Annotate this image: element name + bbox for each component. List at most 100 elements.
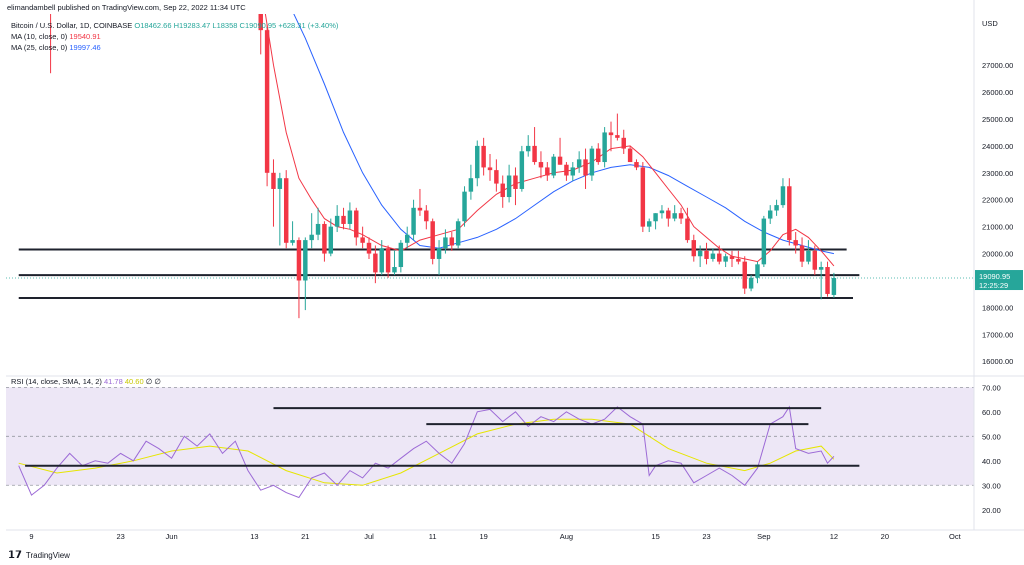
candle-body [685,218,690,241]
price-tick-label: 27000.00 [982,61,1013,70]
rsi-tick-label: 40.00 [982,457,1001,466]
time-tick-label: 20 [881,532,889,541]
candle-body [704,250,709,259]
candle-body [736,258,741,262]
candle-body [793,240,798,246]
rsi-extra: ∅ ∅ [145,377,161,386]
publisher-line: elimandambell published on TradingView.c… [7,3,246,12]
candle-body [748,277,754,289]
time-tick-label: Sep [757,532,770,541]
candle-body [621,137,626,149]
rsi-line [18,405,835,499]
candle-body [513,175,518,189]
candle-body [436,248,442,259]
time-tick-label: Oct [949,532,962,541]
candle-body [640,167,646,227]
candle-body [755,264,760,278]
time-tick-label: 12 [830,532,838,541]
candle-body [818,267,824,270]
price-tick-label: 18000.00 [982,303,1013,312]
last-price-tag [975,270,1023,291]
candle-body [468,178,474,192]
ma25-label: MA (25, close, 0) [11,43,68,52]
candle-body [666,210,671,219]
last-price-tag-value: 19090.95 [979,272,1010,281]
candle-body [538,162,544,168]
candle-body [303,240,308,281]
candle-body [258,14,263,31]
last-price-tag-timer: 12:25:29 [979,281,1008,290]
candle-body [717,253,722,262]
rsi-value: 41.78 [103,377,123,386]
candle-body [417,207,423,211]
price-tick-label: 25000.00 [982,115,1013,124]
time-tick-label: 13 [250,532,258,541]
price-tick-label: 21000.00 [982,223,1013,232]
candle-body [729,256,735,259]
change-value: +628.31 (+3.40%) [278,21,339,30]
candle-body [475,145,480,179]
candle-body [551,156,556,176]
candle-body [583,159,588,176]
ma25-line [293,14,835,255]
candle-body [710,253,716,259]
candle-body [525,145,531,152]
candle-body [659,210,665,214]
time-tick-label: 23 [116,532,124,541]
candle-body [283,178,289,243]
candle-body [385,248,391,273]
candle-body [341,215,346,224]
price-tick-label: 24000.00 [982,142,1013,151]
candle-body [608,132,614,136]
tradingview-logo-icon: 𝟭𝟳 [8,550,22,561]
candle-body [615,135,620,138]
time-tick-label: 11 [429,532,437,541]
candle-body [354,210,359,238]
candle-body [404,234,410,243]
moving-averages-layer [264,14,835,267]
candle-body [831,278,837,295]
candle-body [506,175,512,198]
close-value: C19090.95 [239,21,277,30]
candle-body [653,213,658,222]
rsi-tick-label: 50.00 [982,432,1001,441]
axes-layer: USD16000.0017000.0018000.0019000.0020000… [29,19,1023,541]
candle-body [449,237,455,246]
candle-body [519,151,525,189]
candle-body [481,145,486,168]
candle-body [532,145,537,163]
candle-body [328,226,334,254]
candle-body [767,210,773,219]
low-value: L18358 [212,21,238,30]
candle-body [691,240,697,257]
high-value: H19283.47 [173,21,211,30]
candle-body [570,167,576,176]
tradingview-brand[interactable]: 𝟭𝟳 TradingView [8,550,70,561]
price-tick-label: 26000.00 [982,88,1013,97]
rsi-band-layer [6,386,974,486]
ma10-legend[interactable]: MA (10, close, 0) 19540.91 [11,32,101,41]
symbol-label[interactable]: Bitcoin / U.S. Dollar, 1D, COINBASE [11,21,133,30]
ma25-legend[interactable]: MA (25, close, 0) 19997.46 [11,43,101,52]
candle-body [296,240,302,281]
candle-body [596,148,601,163]
candle-body [500,183,505,198]
candle-body [494,170,499,184]
candle-body [634,162,639,168]
candle-body [557,156,563,165]
ma25-value: 19997.46 [69,43,101,52]
candle-body [277,178,283,189]
candle-body [742,261,747,289]
rsi-legend[interactable]: RSI (14, close, SMA, 14, 2) 41.78 40.60 … [11,377,161,386]
candle-body [723,256,728,262]
time-tick-label: Jul [364,532,374,541]
price-tick-label: 22000.00 [982,196,1013,205]
open-value: O18462.66 [134,21,172,30]
candle-body [373,253,378,273]
candle-body [366,242,372,254]
candle-body [602,132,607,163]
candle-body [398,242,404,268]
price-tick-label: 20000.00 [982,250,1013,259]
ma10-label: MA (10, close, 0) [11,32,68,41]
